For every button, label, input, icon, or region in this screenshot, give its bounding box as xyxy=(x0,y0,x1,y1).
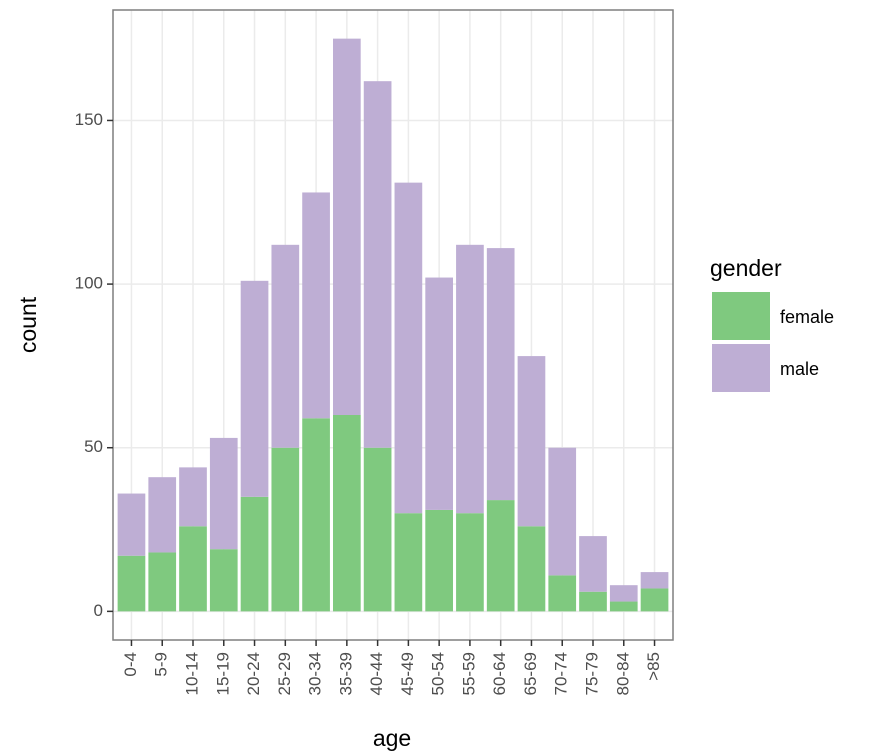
legend-title: gender xyxy=(710,255,782,281)
bar-segment xyxy=(640,572,669,589)
bar-segment xyxy=(363,81,392,448)
x-tick-label: 25-29 xyxy=(275,652,294,695)
bar-segment xyxy=(517,526,546,612)
bar-segment xyxy=(486,248,515,501)
x-tick-label: 0-4 xyxy=(121,652,140,677)
bar-segment xyxy=(394,182,423,514)
bars xyxy=(117,38,669,612)
bar-segment xyxy=(363,447,392,612)
x-tick-label: 75-79 xyxy=(582,652,601,695)
x-tick-label: 20-24 xyxy=(244,652,263,695)
bar-segment xyxy=(117,555,146,612)
legend-key xyxy=(710,290,772,342)
bar-segment xyxy=(117,493,146,556)
x-tick-label: 40-44 xyxy=(367,652,386,695)
legend-label: female xyxy=(780,307,834,327)
bar-segment xyxy=(302,418,330,612)
bar-segment xyxy=(302,192,330,419)
legend: female male xyxy=(709,289,834,395)
bar-segment xyxy=(209,437,238,550)
x-tick-label: 50-54 xyxy=(429,652,448,695)
y-axis-title: count xyxy=(15,296,41,353)
legend-label: male xyxy=(780,359,819,379)
y-tick-label: 0 xyxy=(94,601,103,620)
x-tick-label: 60-64 xyxy=(490,652,509,695)
x-tick-label: 35-39 xyxy=(336,652,355,695)
x-tick-label: 65-69 xyxy=(521,652,540,695)
x-tick-label: 10-14 xyxy=(182,652,201,695)
bar-segment xyxy=(456,513,484,612)
y-tick-label: 150 xyxy=(75,110,103,129)
bar-segment xyxy=(640,588,669,612)
x-tick-label: 15-19 xyxy=(213,652,232,695)
bar-segment xyxy=(240,496,269,612)
bar-segment xyxy=(579,536,607,592)
x-tick-label: 55-59 xyxy=(459,652,478,695)
x-tick-label: 80-84 xyxy=(613,652,632,695)
bar-segment xyxy=(333,415,361,612)
x-tick-label: 5-9 xyxy=(152,652,171,677)
bar-segment xyxy=(333,38,361,416)
bar-segment xyxy=(271,244,300,448)
bar-segment xyxy=(148,552,177,612)
bar-segment xyxy=(486,500,515,612)
bar-segment xyxy=(148,477,177,553)
bar-segment xyxy=(179,467,207,527)
panel-border xyxy=(112,9,674,641)
bar-segment xyxy=(548,575,577,612)
bar-segment xyxy=(456,244,484,514)
x-tick-label: 45-49 xyxy=(398,652,417,695)
y-tick-label: 50 xyxy=(84,437,103,456)
x-tick-label: 30-34 xyxy=(306,652,325,695)
bar-segment xyxy=(394,513,423,612)
bar-segment xyxy=(271,447,300,612)
bar-segment xyxy=(609,601,638,612)
bar-segment xyxy=(425,277,453,510)
bar-segment xyxy=(609,585,638,602)
bar-segment xyxy=(209,549,238,612)
bar-segment xyxy=(179,526,207,612)
x-axis-title: age xyxy=(373,725,411,751)
legend-key xyxy=(710,342,772,394)
y-tick-label: 100 xyxy=(75,274,103,293)
x-tick-label: 70-74 xyxy=(552,652,571,695)
bar-segment xyxy=(548,447,577,576)
bar-segment xyxy=(425,509,453,612)
x-tick-label: >85 xyxy=(644,652,663,681)
bar-segment xyxy=(517,356,546,527)
bar-segment xyxy=(579,591,607,612)
bar-segment xyxy=(240,280,269,497)
